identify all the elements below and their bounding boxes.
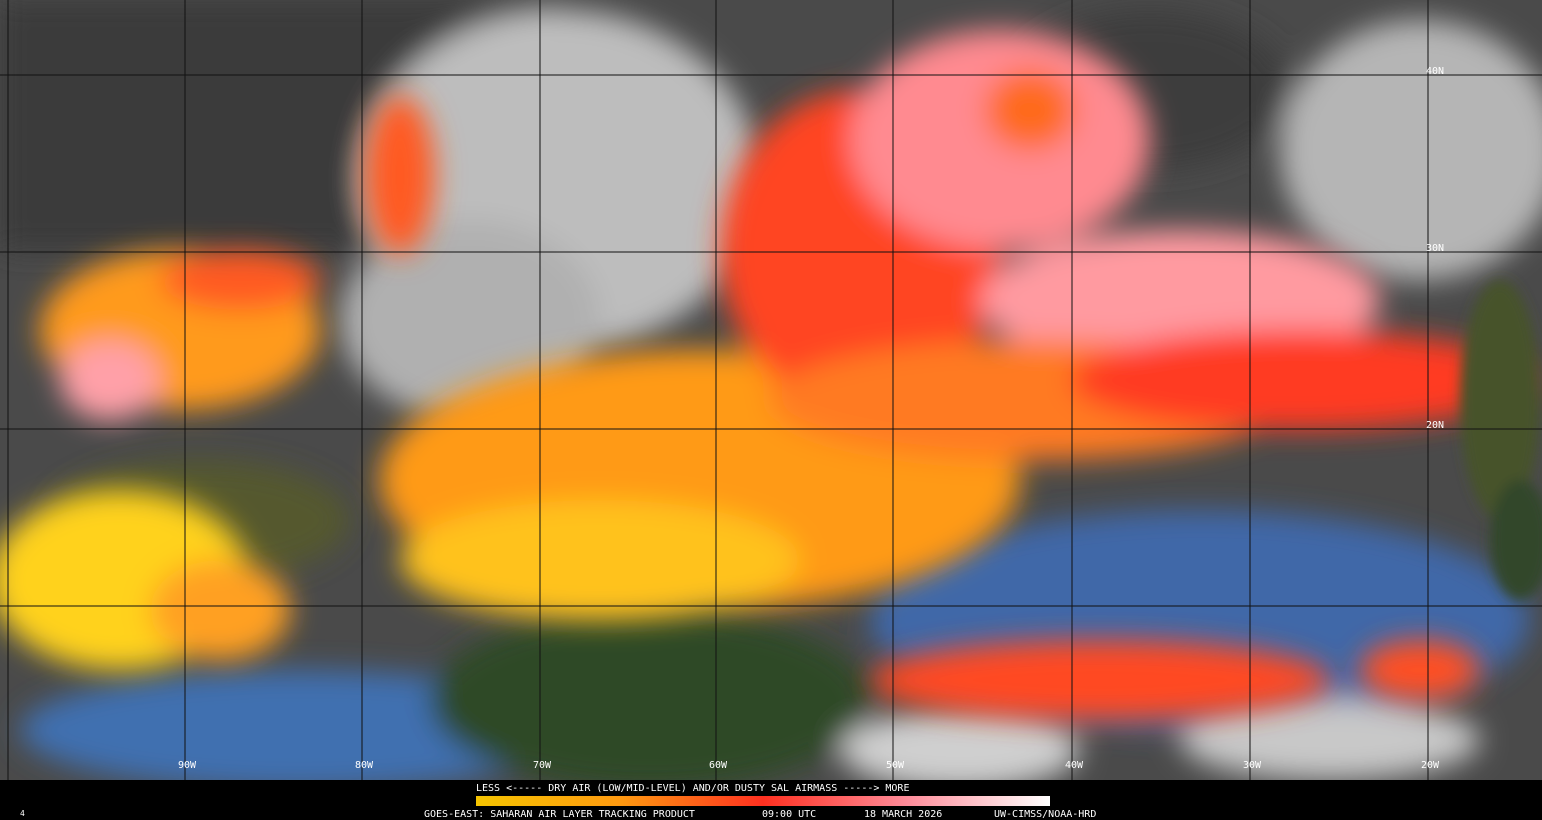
latitude-label: 40N (1426, 66, 1444, 77)
longitude-label: 40W (1065, 760, 1084, 771)
lat-lon-grid (0, 0, 1542, 780)
longitude-label: 60W (709, 760, 728, 771)
longitude-label: 20W (1421, 760, 1440, 771)
longitude-label: 50W (886, 760, 905, 771)
latitude-label: 20N (1426, 420, 1444, 431)
color-scale (476, 796, 1050, 806)
scale-caption: LESS <----- DRY AIR (LOW/MID-LEVEL) AND/… (476, 783, 909, 794)
credit: UW-CIMSS/NOAA-HRD (994, 809, 1096, 820)
frame-number: 4 (20, 809, 25, 818)
date: 18 MARCH 2026 (864, 809, 942, 820)
product-name: GOES-EAST: SAHARAN AIR LAYER TRACKING PR… (424, 809, 695, 820)
longitude-label: 70W (533, 760, 552, 771)
grid-labels: 40N 30N 20N 90W 80W 70W 60W 50W 40W 30W … (178, 66, 1444, 771)
longitude-label: 90W (178, 760, 197, 771)
latitude-label: 30N (1426, 243, 1444, 254)
longitude-label: 80W (355, 760, 374, 771)
time: 09:00 UTC (762, 809, 816, 820)
imagery (0, 0, 1542, 790)
longitude-label: 30W (1243, 760, 1262, 771)
